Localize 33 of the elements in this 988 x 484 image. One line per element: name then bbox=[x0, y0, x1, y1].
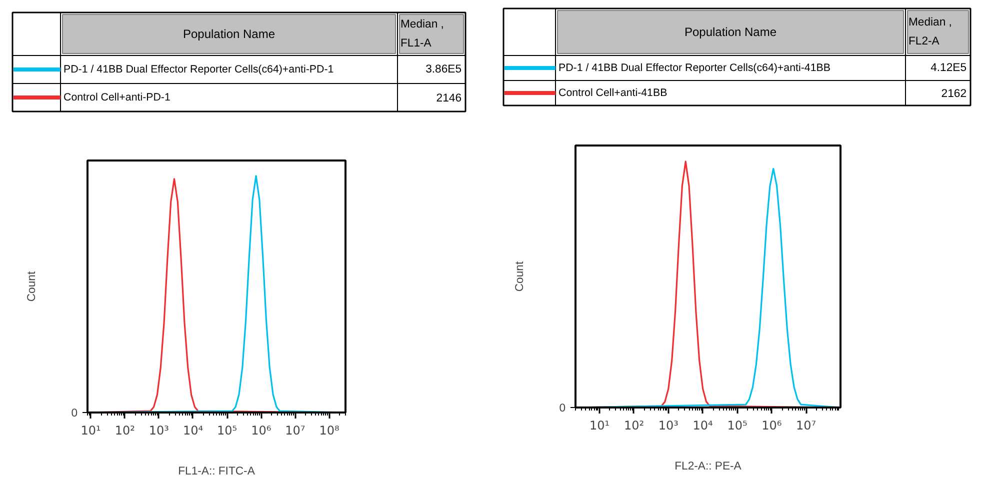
x-tick-label: 10¹ bbox=[590, 418, 610, 432]
legend-label: Control Cell+anti-PD-1 bbox=[64, 92, 170, 104]
x-tick-label: 10⁸ bbox=[319, 424, 340, 438]
text: 2146 bbox=[436, 92, 462, 104]
x-axis-title: FL1-A:: FITC-A bbox=[178, 466, 256, 478]
text: Median , FL2-A bbox=[908, 16, 952, 48]
x-tick-label: 10⁶ bbox=[251, 424, 272, 438]
text: 2162 bbox=[941, 88, 966, 100]
x-tick-label: 10⁷ bbox=[796, 418, 816, 432]
x-axis-title: FL2-A:: PE-A bbox=[674, 460, 742, 472]
x-tick-label: 10² bbox=[624, 418, 644, 432]
text: 4.12E5 bbox=[930, 62, 966, 74]
x-tick-label: 10⁷ bbox=[285, 424, 306, 438]
x-tick-label: 10⁵ bbox=[217, 424, 238, 438]
x-tick-label: 10⁴ bbox=[692, 418, 714, 432]
legend-title: Population Name bbox=[684, 25, 777, 39]
y-axis-title: Count bbox=[26, 270, 38, 302]
legend-label: Control Cell+anti-41BB bbox=[558, 87, 668, 99]
text: 0 bbox=[559, 402, 566, 414]
x-tick-label: 10⁴ bbox=[182, 424, 204, 438]
legend-title: Population Name bbox=[182, 27, 276, 41]
text: 0 bbox=[71, 408, 78, 420]
text: Median , FL1-A bbox=[400, 18, 444, 50]
legend-label: PD-1 / 41BB Dual Effector Reporter Cells(c64)+anti-PD-1 bbox=[64, 64, 334, 76]
x-tick-label: 10⁶ bbox=[762, 418, 782, 432]
legend-label: PD-1 / 41BB Dual Effector Reporter Cells(c64)+anti-41BB bbox=[558, 62, 830, 74]
x-tick-label: 10¹ bbox=[80, 424, 102, 438]
x-tick-label: 10⁵ bbox=[727, 418, 748, 432]
text: 3.86E5 bbox=[426, 64, 462, 76]
x-tick-label: 10² bbox=[114, 424, 136, 438]
x-tick-label: 10³ bbox=[658, 418, 679, 432]
x-tick-label: 10³ bbox=[148, 424, 170, 438]
y-axis-title: Count bbox=[514, 260, 526, 292]
